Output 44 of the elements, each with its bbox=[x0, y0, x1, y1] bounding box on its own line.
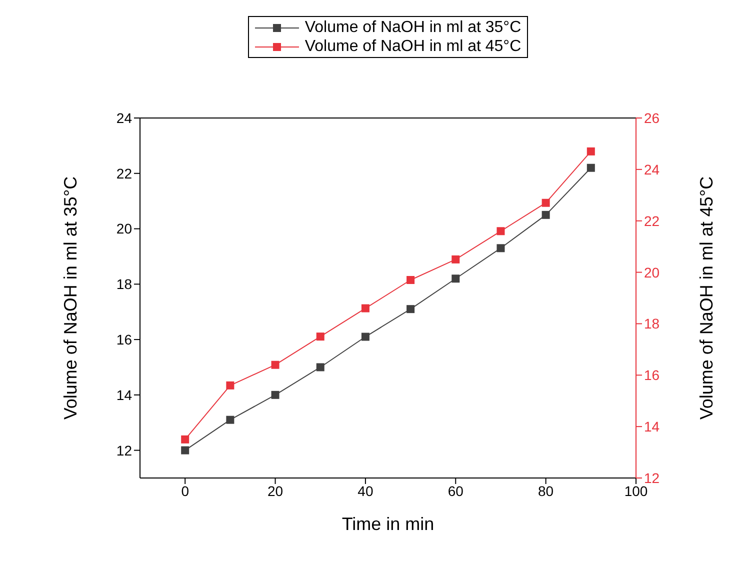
point bbox=[316, 332, 324, 341]
y2-axis-title: Volume of NaOH in ml at 45°C bbox=[696, 176, 716, 420]
y-tick-label: 24 bbox=[116, 110, 132, 126]
point bbox=[406, 305, 415, 314]
y2-tick-label: 20 bbox=[644, 264, 660, 280]
legend-label: Volume of NaOH in ml at 35°C bbox=[304, 18, 522, 37]
point bbox=[226, 416, 234, 424]
x-tick-label: 40 bbox=[358, 482, 374, 499]
y-tick-label: 12 bbox=[116, 442, 132, 458]
point bbox=[542, 198, 550, 207]
point bbox=[452, 255, 460, 264]
x-axis-title: Time in min bbox=[342, 514, 434, 534]
point bbox=[586, 147, 595, 156]
y-tick-label: 16 bbox=[116, 332, 132, 348]
point bbox=[496, 227, 505, 236]
y-tick-label: 18 bbox=[116, 276, 132, 292]
point bbox=[361, 304, 370, 312]
point bbox=[226, 381, 234, 390]
x-tick-label: 60 bbox=[448, 482, 464, 499]
x-tick-label: 20 bbox=[267, 482, 284, 499]
y2-tick-label: 22 bbox=[644, 212, 660, 229]
y-tick-label: 20 bbox=[116, 220, 132, 237]
point bbox=[181, 435, 190, 444]
y2-tick-label: 26 bbox=[644, 110, 660, 126]
y2-tick-label: 16 bbox=[644, 367, 660, 384]
point bbox=[542, 210, 550, 219]
y-tick-label: 22 bbox=[116, 165, 132, 182]
y2-tick-label: 18 bbox=[644, 316, 660, 332]
point bbox=[316, 363, 324, 372]
point bbox=[406, 276, 415, 284]
legend-label: Volume of NaOH in ml at 45°C bbox=[304, 37, 522, 56]
x-tick-label: 0 bbox=[181, 482, 190, 499]
y2-tick-label: 14 bbox=[644, 418, 660, 435]
point bbox=[361, 332, 370, 341]
point bbox=[586, 164, 595, 172]
point bbox=[496, 244, 505, 252]
x-tick-label: 80 bbox=[538, 482, 554, 499]
y-axis-title: Volume of NaOH in ml at 35°C bbox=[60, 176, 80, 420]
y2-tick-label: 24 bbox=[644, 161, 660, 178]
y-tick-label: 14 bbox=[116, 386, 132, 403]
point bbox=[181, 446, 190, 454]
point bbox=[271, 360, 280, 369]
point bbox=[452, 274, 460, 283]
point bbox=[271, 390, 280, 399]
